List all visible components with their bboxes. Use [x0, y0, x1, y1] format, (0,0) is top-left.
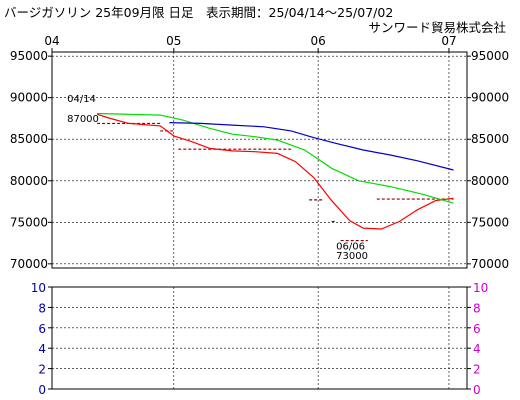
x-tick-label: 07 — [441, 34, 456, 48]
sub-y-tick-label-left: 0 — [38, 383, 46, 397]
x-tick-label: 05 — [166, 34, 181, 48]
company-name: サンワード貿易株式会社 — [368, 20, 506, 35]
sub-y-tick-label-right: 2 — [473, 363, 481, 377]
main-y-tick-label-right: 95000 — [471, 49, 509, 63]
x-tick-label: 04 — [44, 34, 59, 48]
main-plot-frame — [51, 51, 468, 269]
main-y-tick-label-left: 80000 — [10, 174, 48, 188]
sub-y-tick-label-left: 4 — [38, 342, 46, 356]
main-y-tick-label-left: 70000 — [10, 257, 48, 271]
main-y-tick-label-left: 95000 — [10, 49, 48, 63]
main-y-tick-label-left: 90000 — [10, 91, 48, 105]
main-y-tick-label-left: 75000 — [10, 215, 48, 229]
x-tick-label: 06 — [311, 34, 326, 48]
main-y-tick-label-right: 85000 — [471, 132, 509, 146]
annotation-date: 06/06 — [336, 242, 365, 253]
series-line-1 — [96, 113, 454, 230]
sub-y-tick-label-right: 6 — [473, 322, 481, 336]
main-y-tick-label-left: 85000 — [10, 132, 48, 146]
sub-y-tick-label-right: 0 — [473, 383, 481, 397]
sub-y-tick-label-left: 2 — [38, 363, 46, 377]
sub-y-tick-label-right: 4 — [473, 342, 481, 356]
chart-header-title: バージガソリン 25年09月限 日足 表示期間：25/04/14〜25/07/0… — [4, 5, 394, 20]
main-y-tick-label-right: 90000 — [471, 91, 509, 105]
main-y-tick-label-right: 80000 — [471, 174, 509, 188]
sub-y-tick-label-left: 6 — [38, 322, 46, 336]
main-y-tick-label-right: 70000 — [471, 257, 509, 271]
sub-y-tick-label-right: 8 — [473, 301, 481, 315]
sub-y-tick-label-left: 8 — [38, 301, 46, 315]
annotation-date: 04/14 — [67, 94, 96, 105]
sub-y-tick-label-right: 10 — [473, 281, 488, 295]
sub-plot-frame — [51, 286, 468, 390]
annotation-value: 87000 — [67, 114, 99, 125]
annotation-value: 73000 — [336, 251, 368, 262]
series-line-2 — [97, 112, 454, 204]
sub-y-tick-label-left: 10 — [31, 281, 46, 295]
main-y-tick-label-right: 75000 — [471, 215, 509, 229]
